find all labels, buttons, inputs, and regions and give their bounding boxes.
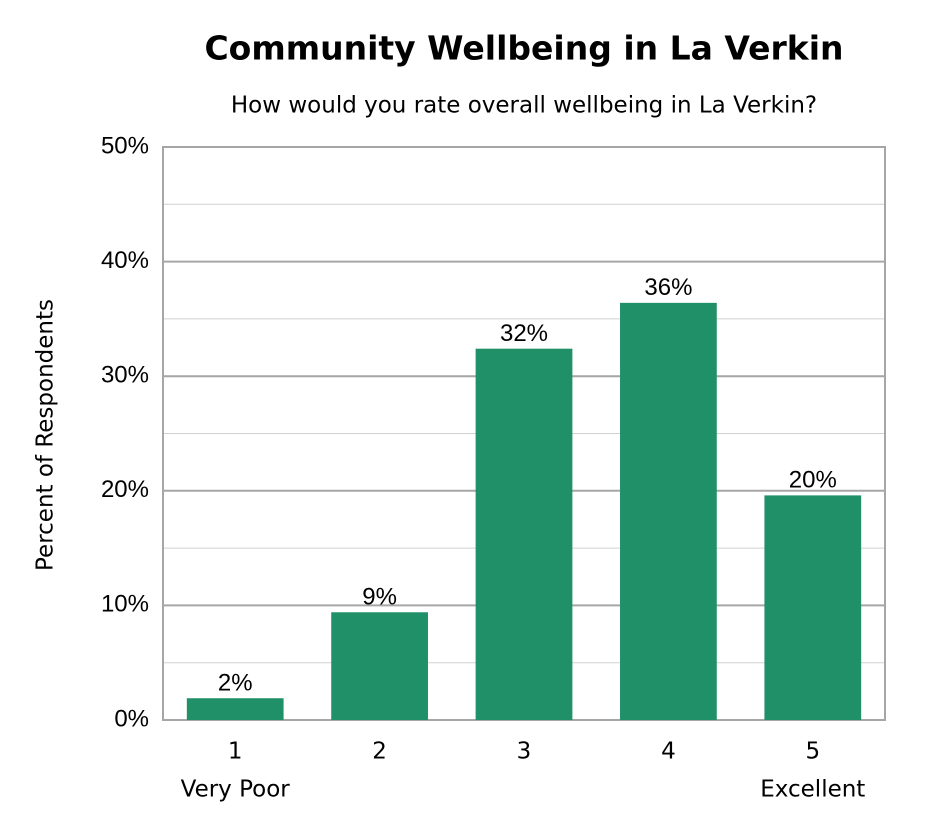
value-label: 32% [500, 320, 548, 347]
x-tick-label: 4 [661, 739, 676, 765]
x-tick-label: 5 [805, 739, 820, 765]
y-tick-label: 20% [101, 476, 149, 503]
bar [764, 495, 862, 720]
value-label: 36% [644, 274, 692, 301]
bar [186, 698, 284, 720]
x-tick-note: Very Poor [181, 777, 291, 803]
y-axis-label: Percent of Respondents [33, 299, 59, 571]
y-tick-label: 40% [101, 247, 149, 274]
value-label: 9% [362, 584, 397, 611]
value-label: 2% [218, 670, 253, 697]
value-label: 20% [789, 467, 837, 494]
x-tick-label: 3 [517, 739, 532, 765]
y-tick-label: 10% [101, 591, 149, 618]
chart-title: Community Wellbeing in La Verkin [204, 29, 843, 68]
x-tick-note: Excellent [760, 777, 865, 803]
x-tick-label: 1 [228, 739, 243, 765]
y-tick-label: 50% [101, 132, 149, 159]
chart-subtitle: How would you rate overall wellbeing in … [231, 93, 817, 119]
bar [331, 612, 428, 720]
x-tick-label: 2 [372, 739, 387, 765]
y-tick-label: 30% [101, 362, 149, 389]
bar [620, 302, 717, 720]
bar [475, 348, 573, 720]
y-tick-label: 0% [114, 705, 149, 732]
